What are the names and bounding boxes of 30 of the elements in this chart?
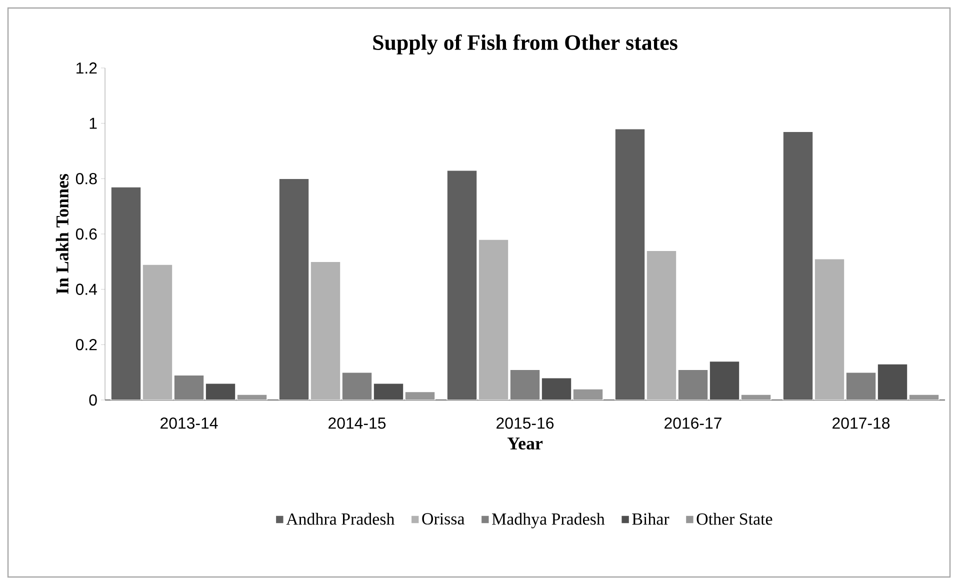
- bar: [782, 131, 814, 400]
- bar: [110, 186, 142, 400]
- y-tick-label: 1: [90, 118, 97, 129]
- y-tick-label: 1.2: [76, 62, 97, 74]
- legend-label: Other State: [696, 512, 772, 525]
- bar: [541, 377, 572, 400]
- legend-label: Madhya Pradesh: [492, 512, 605, 528]
- bar: [205, 382, 236, 400]
- bar: [877, 364, 908, 400]
- bar: [278, 178, 310, 400]
- x-tick-label: 2017-18: [832, 418, 890, 429]
- y-axis-title: In Lakh Tonnes: [56, 174, 68, 294]
- y-tick-label: 0: [89, 394, 97, 406]
- bar: [446, 170, 478, 400]
- y-tick-label: 0.2: [76, 339, 97, 350]
- x-tick-label: 2016-17: [664, 418, 722, 429]
- x-tick-label: 2014-15: [328, 418, 386, 429]
- legend-label: Orissa: [422, 513, 465, 525]
- bar: [373, 382, 404, 400]
- legend-label: Bihar: [632, 512, 670, 525]
- x-axis-title: Year: [507, 438, 543, 450]
- x-tick-label: 2013-14: [160, 418, 218, 429]
- y-tick-label: 0.4: [76, 284, 98, 295]
- bar: [614, 128, 646, 400]
- x-tick-label: 2015-16: [496, 418, 554, 429]
- bar: [709, 360, 740, 400]
- legend-label: Andhra Pradesh: [286, 512, 394, 525]
- y-tick-label: 0.6: [76, 228, 97, 240]
- y-tick-label: 0.8: [76, 173, 97, 184]
- chart-title: Supply of Fish from Other states: [373, 34, 678, 54]
